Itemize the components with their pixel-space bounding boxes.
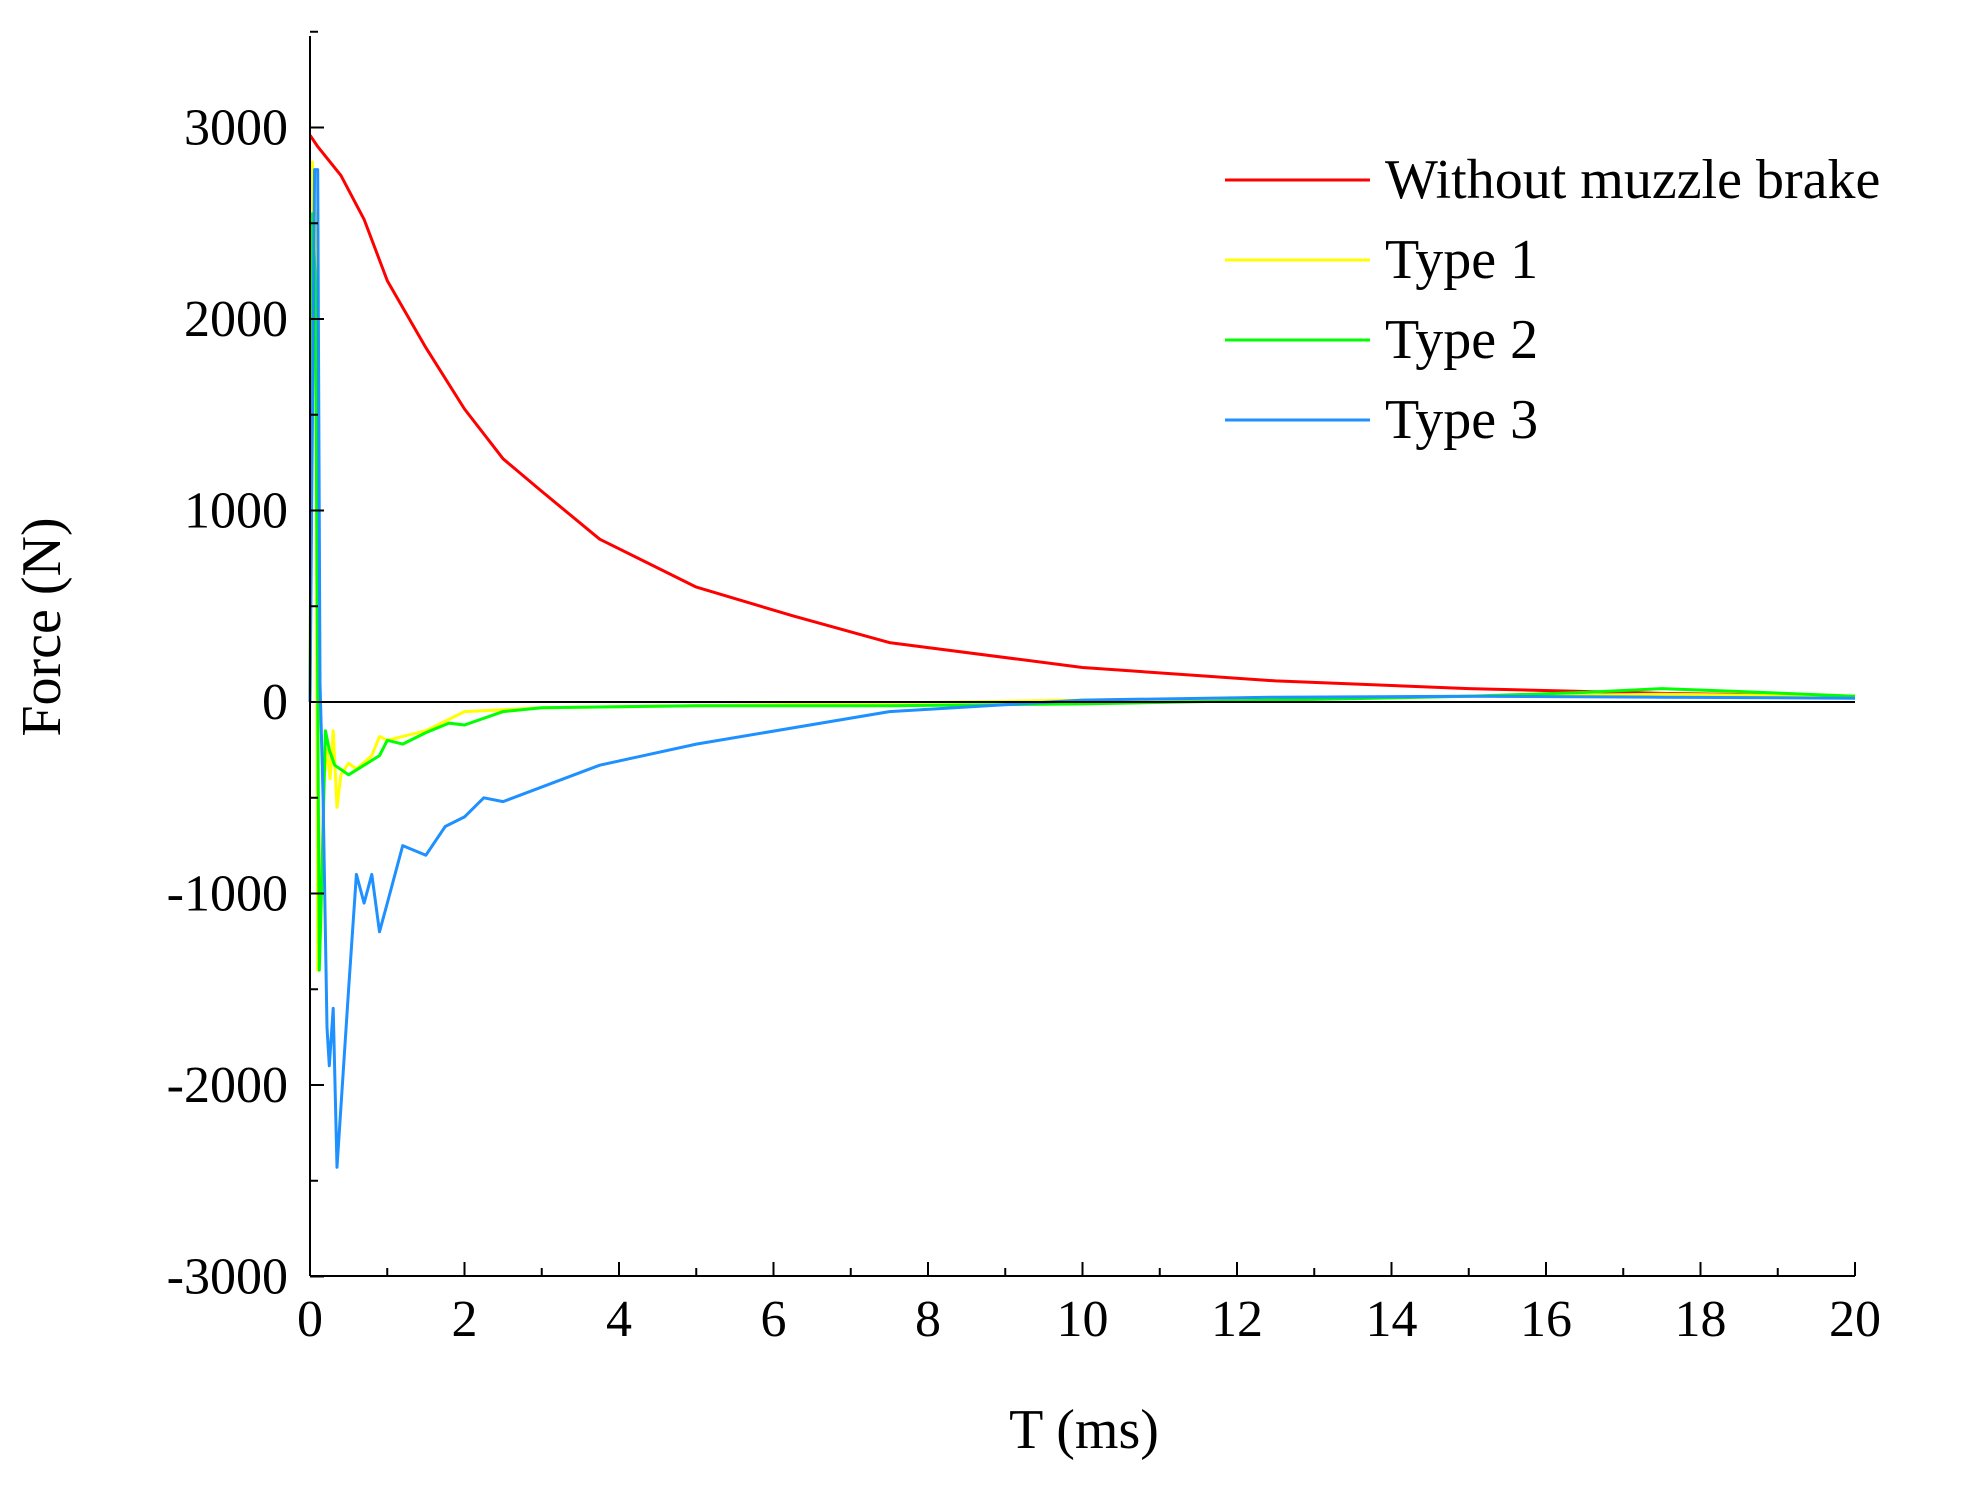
series-line-2 — [308, 160, 1856, 972]
x-tick-label: 14 — [1366, 1291, 1418, 1348]
y-tick-label: -1000 — [167, 866, 288, 923]
y-axis-title: Force (N) — [11, 517, 73, 736]
x-tick-label: 0 — [297, 1291, 323, 1348]
y-tick-label: 1000 — [184, 483, 288, 540]
legend-label-2: Type 1 — [1385, 229, 1538, 291]
x-tick-label: 12 — [1211, 1291, 1263, 1348]
x-tick-label: 10 — [1057, 1291, 1109, 1348]
legend-label-1: Without muzzle brake — [1385, 149, 1880, 211]
series-line-1 — [308, 134, 1856, 698]
series-line-3 — [308, 212, 1856, 972]
legend: Without muzzle brake Type 1 Type 2 Type 3 — [1225, 149, 1880, 451]
series-line-4 — [308, 168, 1856, 1169]
y-tick-label: 3000 — [184, 100, 288, 157]
x-tick-label: 4 — [606, 1291, 632, 1348]
y-tick-label: 0 — [262, 674, 288, 731]
x-axis-title: T (ms) — [1009, 1399, 1159, 1461]
x-tick-label: 6 — [761, 1291, 787, 1348]
legend-label-4: Type 3 — [1385, 389, 1538, 451]
x-tick-label: 20 — [1829, 1291, 1881, 1348]
x-tick-label: 2 — [452, 1291, 478, 1348]
x-tick-label: 16 — [1520, 1291, 1572, 1348]
x-tick-label: 8 — [915, 1291, 941, 1348]
axes: -3000 -2000 -1000 0 1000 2000 3000 0 2 4 6 8 10 12 14 1… — [167, 30, 1881, 1348]
y-tick-label: -2000 — [167, 1057, 288, 1114]
x-tick-label: 18 — [1675, 1291, 1727, 1348]
y-tick-label: 2000 — [184, 291, 288, 348]
series-lines — [308, 134, 1856, 1169]
legend-label-3: Type 2 — [1385, 309, 1538, 371]
y-tick-label: -3000 — [167, 1249, 288, 1306]
